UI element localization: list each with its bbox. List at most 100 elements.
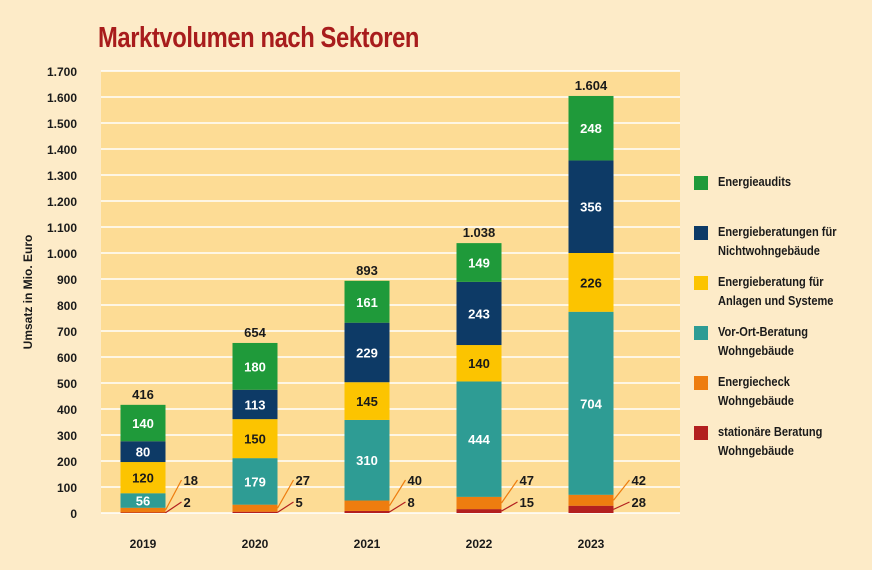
bar-segment bbox=[344, 322, 390, 383]
legend-label: stationäre Beratung Wohngebäude bbox=[718, 424, 823, 458]
data-label: 120 bbox=[132, 471, 154, 486]
data-label: 145 bbox=[356, 394, 378, 409]
bar-segment bbox=[232, 419, 278, 459]
x-tick-label: 2020 bbox=[242, 537, 269, 551]
bar-segment bbox=[120, 441, 166, 463]
bar-segment bbox=[344, 510, 390, 513]
legend-swatch bbox=[694, 276, 708, 290]
y-tick-label: 600 bbox=[57, 351, 77, 365]
callout-line bbox=[388, 479, 407, 507]
legend-label: Energieberatung für Anlagen und Systeme bbox=[718, 274, 834, 308]
bar-segment bbox=[568, 494, 614, 506]
data-label: 18 bbox=[184, 473, 198, 488]
bar-segment bbox=[120, 507, 166, 513]
y-tick-label: 300 bbox=[57, 429, 77, 443]
callout-line bbox=[165, 501, 182, 514]
x-tick-label: 2021 bbox=[354, 537, 381, 551]
data-label: 8 bbox=[408, 495, 415, 510]
y-axis-label: Umsatz in Mio. Euro bbox=[21, 235, 35, 350]
bar-segment bbox=[568, 311, 614, 495]
bar-segment bbox=[120, 512, 166, 513]
data-label: 113 bbox=[245, 397, 266, 412]
callout-line bbox=[277, 501, 294, 513]
data-label: 5 bbox=[296, 495, 303, 510]
legend-swatch bbox=[694, 326, 708, 340]
data-label: 226 bbox=[580, 275, 602, 290]
y-tick-label: 1.200 bbox=[47, 195, 77, 209]
y-tick-label: 1.400 bbox=[47, 143, 77, 157]
data-label: 15 bbox=[520, 495, 534, 510]
bar-segment bbox=[120, 493, 166, 508]
x-tick-label: 2019 bbox=[130, 537, 157, 551]
y-tick-label: 500 bbox=[57, 377, 77, 391]
data-label: 161 bbox=[356, 295, 378, 310]
data-label: 27 bbox=[296, 473, 310, 488]
data-label: 179 bbox=[244, 474, 266, 489]
bar-segment bbox=[344, 500, 390, 511]
bar-segment bbox=[344, 280, 390, 323]
y-tick-label: 1.000 bbox=[47, 247, 77, 261]
y-tick-label: 200 bbox=[57, 455, 77, 469]
callout-line bbox=[501, 501, 518, 512]
data-label: 28 bbox=[632, 495, 646, 510]
total-label: 416 bbox=[132, 387, 154, 402]
bar-segment bbox=[232, 389, 278, 420]
data-label: 248 bbox=[580, 121, 602, 136]
y-tick-label: 400 bbox=[57, 403, 77, 417]
legend-label: Energieaudits bbox=[718, 174, 792, 189]
callout-line bbox=[501, 479, 518, 504]
y-tick-label: 1.500 bbox=[47, 117, 77, 131]
legend-swatch bbox=[694, 176, 708, 190]
y-tick-label: 700 bbox=[57, 325, 77, 339]
data-label: 140 bbox=[132, 416, 154, 431]
callout-line bbox=[164, 479, 183, 511]
bar-segment bbox=[568, 505, 614, 513]
callout-line bbox=[276, 479, 295, 509]
data-label: 180 bbox=[244, 359, 266, 374]
chart-title: Marktvolumen nach Sektoren bbox=[98, 22, 420, 54]
callout-line bbox=[389, 501, 406, 513]
bar-segment bbox=[568, 253, 614, 312]
data-label: 310 bbox=[356, 453, 378, 468]
total-label: 1.604 bbox=[575, 78, 608, 93]
bar-segment bbox=[568, 160, 614, 253]
data-label: 56 bbox=[136, 494, 150, 509]
legend-label: Vor-Ort-Beratung Wohngebäude bbox=[718, 324, 809, 358]
legend-swatch bbox=[694, 426, 708, 440]
callout-line bbox=[613, 479, 630, 501]
data-label: 229 bbox=[356, 345, 378, 360]
legend-swatch bbox=[694, 226, 708, 240]
callout-line bbox=[613, 501, 630, 510]
total-label: 893 bbox=[356, 263, 378, 278]
data-label: 704 bbox=[580, 396, 602, 411]
data-label: 2 bbox=[184, 495, 191, 510]
x-tick-label: 2023 bbox=[578, 537, 605, 551]
bar-segment bbox=[232, 511, 278, 513]
y-tick-label: 800 bbox=[57, 299, 77, 313]
bar-segment bbox=[456, 243, 502, 282]
data-label: 42 bbox=[632, 473, 646, 488]
data-label: 444 bbox=[468, 432, 490, 447]
bar-segment bbox=[456, 381, 502, 497]
bar-segment bbox=[232, 342, 278, 390]
legend-label: Energieberatungen für Nichtwohngebäude bbox=[718, 224, 837, 258]
bar-segment bbox=[232, 504, 278, 512]
total-label: 654 bbox=[244, 325, 266, 340]
data-label: 149 bbox=[468, 255, 490, 270]
data-label: 40 bbox=[408, 473, 422, 488]
data-label: 80 bbox=[136, 445, 150, 460]
data-label: 243 bbox=[468, 306, 490, 321]
bar-segment bbox=[456, 281, 502, 346]
bar-segment bbox=[456, 509, 502, 513]
bar-segment bbox=[456, 496, 502, 510]
y-tick-label: 900 bbox=[57, 273, 77, 287]
bar-segment bbox=[120, 462, 166, 494]
y-tick-label: 100 bbox=[57, 481, 77, 495]
data-label: 47 bbox=[520, 473, 534, 488]
legend-label: Energiecheck Wohngebäude bbox=[718, 374, 794, 408]
bar-segment bbox=[120, 404, 166, 442]
y-tick-label: 1.600 bbox=[47, 91, 77, 105]
bar-segment bbox=[232, 458, 278, 505]
